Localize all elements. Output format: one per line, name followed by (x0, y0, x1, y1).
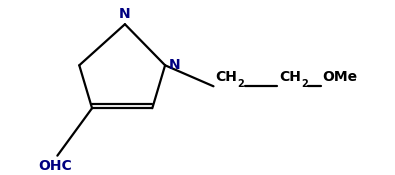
Text: CH: CH (279, 69, 301, 83)
Text: CH: CH (215, 69, 237, 83)
Text: 2: 2 (237, 79, 244, 89)
Text: 2: 2 (301, 79, 308, 89)
Text: OMe: OMe (322, 69, 357, 83)
Text: N: N (119, 6, 131, 20)
Text: OHC: OHC (39, 159, 72, 173)
Text: N: N (169, 58, 181, 72)
